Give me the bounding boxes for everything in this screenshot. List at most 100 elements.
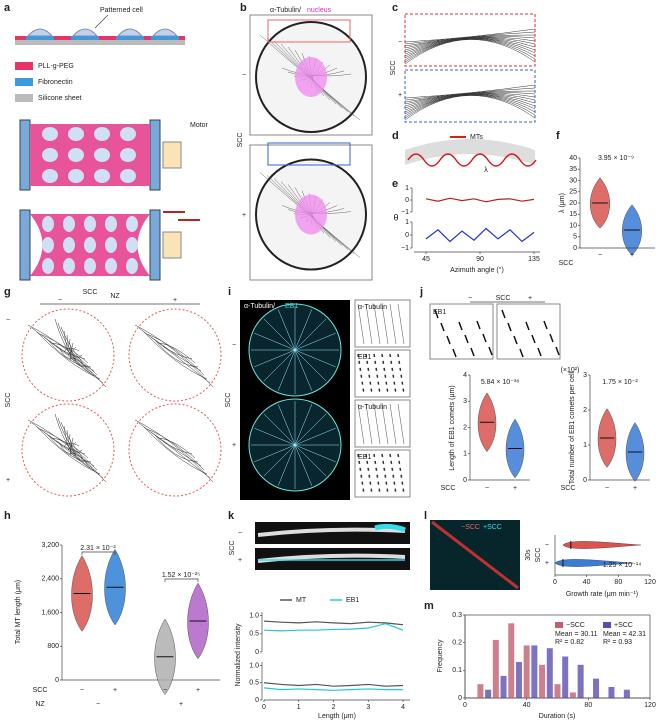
- violin: [562, 541, 641, 549]
- panel-label: f: [556, 130, 560, 142]
- y-tick-label: 0.2: [452, 640, 462, 647]
- mt: [294, 349, 313, 391]
- mt: [47, 434, 92, 463]
- comet: [458, 321, 463, 331]
- comet: [549, 333, 554, 343]
- label: EB1: [358, 454, 371, 461]
- y-tick-label: 3,200: [41, 542, 59, 549]
- cell: [116, 28, 144, 37]
- comet: [452, 348, 457, 358]
- post: [149, 119, 161, 191]
- label: +: [513, 485, 517, 492]
- x-tick-label: 1: [297, 704, 301, 711]
- label: Length (μm): [318, 713, 356, 720]
- x-tick-label: 120: [644, 702, 656, 709]
- bar: [531, 645, 538, 698]
- mt: [35, 425, 101, 475]
- label: Mean = 42.31: [603, 631, 646, 638]
- label: Total number of EB1 comets per cell: [569, 371, 576, 484]
- label: Frequency: [437, 639, 444, 673]
- spot: [68, 127, 84, 141]
- label: +: [196, 687, 200, 694]
- y-tick-label: 0: [463, 477, 467, 484]
- fiber: [389, 303, 397, 345]
- label: α-Tubulin: [358, 304, 387, 311]
- x-tick-label: 0: [262, 704, 266, 711]
- label: Total MT length (μm): [15, 580, 22, 644]
- label: Silicone sheet: [38, 95, 82, 102]
- label: −: [6, 317, 10, 324]
- label: NZ: [110, 293, 120, 300]
- comet: [470, 347, 475, 357]
- mt: [66, 334, 81, 365]
- label: −: [485, 485, 489, 492]
- label: +: [238, 557, 242, 564]
- cell: [128, 403, 222, 497]
- fiber: [381, 403, 389, 445]
- mt: [277, 444, 296, 486]
- label: −SCC: [461, 524, 480, 531]
- label: nucleus: [307, 7, 332, 14]
- legend-swatch: [603, 622, 611, 628]
- mt: [404, 39, 536, 63]
- label: −: [605, 485, 609, 492]
- label: Normalized intensity: [235, 623, 242, 687]
- label: R² = 0.93: [603, 639, 632, 646]
- mt: [404, 28, 536, 43]
- y-tick-label: 20: [569, 200, 577, 207]
- label: λ (μm): [559, 193, 566, 213]
- comet: [525, 321, 530, 331]
- label: θ: [393, 212, 398, 222]
- panel-label: h: [4, 510, 11, 522]
- y-tick-label: 35: [569, 166, 577, 173]
- label: SCC: [559, 260, 574, 267]
- bracket: [164, 578, 199, 582]
- y-tick-label: 3: [583, 372, 587, 379]
- label: −: [163, 687, 167, 694]
- mt: [254, 444, 296, 463]
- comet: [519, 348, 524, 358]
- eb1: [374, 523, 406, 533]
- label: SCC: [496, 295, 511, 302]
- bar: [546, 648, 553, 698]
- motor: [162, 231, 182, 259]
- comet: [507, 322, 512, 332]
- label: +: [232, 442, 236, 449]
- mt: [263, 318, 296, 351]
- y-tick-label: 0: [405, 232, 409, 239]
- y-tick-label: 15: [569, 211, 577, 218]
- mt: [404, 95, 536, 121]
- mt: [294, 349, 336, 368]
- label: Azimuth angle (°): [450, 266, 504, 274]
- bracket: [81, 551, 116, 555]
- spot: [42, 258, 54, 274]
- inset: [354, 349, 411, 398]
- bar: [500, 675, 507, 698]
- spot: [126, 237, 138, 253]
- label: Mean = 30.11: [555, 631, 598, 638]
- y-tick-label: 2: [583, 407, 587, 414]
- spot: [94, 148, 110, 162]
- label: NZ: [35, 701, 45, 708]
- fn: [71, 36, 99, 40]
- label: SCC: [561, 485, 576, 492]
- fiber: [357, 403, 365, 445]
- panel-label: d: [392, 130, 399, 142]
- legend-swatch: [15, 94, 33, 102]
- label: +: [179, 701, 183, 708]
- label: SCC: [535, 548, 542, 563]
- y-tick-label: 1.0: [249, 612, 259, 619]
- comet: [446, 335, 451, 345]
- mt: [54, 413, 97, 472]
- mt: [134, 324, 214, 388]
- mt: [51, 437, 89, 459]
- label: EB1: [358, 354, 371, 361]
- mt: [63, 443, 80, 448]
- y-tick-label: 0: [573, 245, 577, 252]
- mt: [69, 338, 77, 362]
- label: Patterned cell: [100, 7, 143, 14]
- spot: [42, 148, 58, 162]
- spot: [120, 148, 136, 162]
- mt: [162, 345, 193, 360]
- spot: [63, 237, 75, 253]
